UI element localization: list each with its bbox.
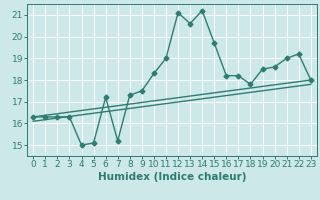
X-axis label: Humidex (Indice chaleur): Humidex (Indice chaleur)	[98, 172, 246, 182]
